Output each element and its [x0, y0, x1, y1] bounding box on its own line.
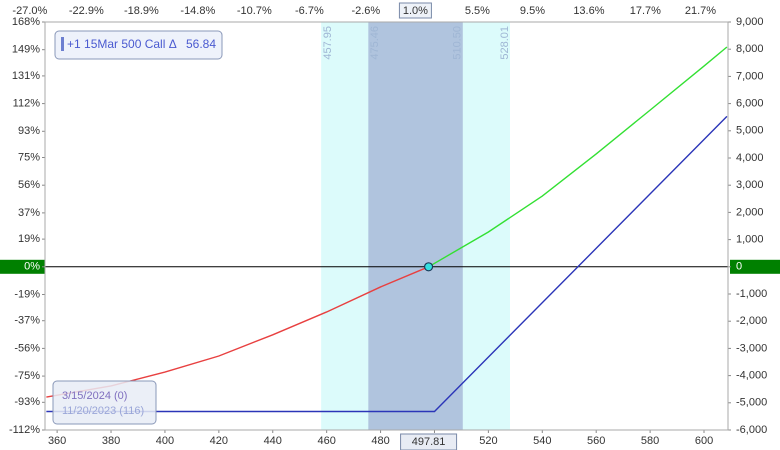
y-tick-label: 75% [18, 151, 40, 163]
price-band [368, 22, 463, 430]
current-pct-label: 1.0% [403, 5, 428, 17]
y-tick-label: 131% [12, 70, 40, 82]
position-box [54, 30, 223, 60]
y2-tick-label: 7,000 [736, 70, 764, 82]
plot-frame [44, 21, 729, 431]
band-label: 457.95 [322, 26, 334, 60]
y-tick-label: -37% [14, 315, 40, 327]
band-label: 510.50 [452, 26, 464, 60]
x2-tick-label: 9.5% [520, 5, 545, 17]
y2-tick-label: -2,000 [736, 315, 767, 327]
x2-tick-label: 17.7% [630, 5, 661, 17]
x2-tick-label: -22.9% [69, 5, 104, 17]
y-tick-label: 93% [18, 125, 40, 137]
y-tick-label: -75% [14, 370, 40, 382]
y2-tick-label: -1,000 [736, 288, 767, 300]
pnl-line [46, 115, 728, 413]
y2-tick-label: 5,000 [736, 125, 764, 137]
y-tick-label: -19% [14, 288, 40, 300]
x2-tick-label: -6.7% [295, 5, 324, 17]
x-tick-label: 600 [695, 435, 713, 447]
y-tick-label: 112% [13, 98, 41, 110]
x-tick-label: 540 [533, 435, 551, 447]
current-pct-box [398, 2, 432, 19]
y-tick-label: 56% [18, 179, 40, 191]
band-label: 528.01 [499, 26, 511, 60]
current-price-box [400, 433, 458, 450]
legend-box [52, 380, 157, 425]
x-tick-label: 400 [156, 435, 174, 447]
x-tick-label: 420 [210, 435, 228, 447]
y2-tick-label: 0 [736, 261, 742, 273]
y-tick-label: 19% [18, 233, 40, 245]
x2-tick-label: -14.8% [180, 5, 215, 17]
y2-tick-label: 3,000 [736, 179, 764, 191]
x-tick-label: 520 [479, 435, 497, 447]
y2-tick-label: 2,000 [736, 206, 764, 218]
y2-tick-label: 4,000 [736, 152, 764, 164]
y2-tick-label: 1,000 [736, 234, 764, 246]
y-tick-label: 149% [12, 44, 40, 56]
y-tick-label: 37% [18, 207, 40, 219]
legend-entry: 3/15/2024 (0) [62, 390, 127, 402]
y-tick-label: 0% [24, 261, 40, 273]
x2-tick-label: 13.6% [573, 5, 604, 17]
position-label: +1 15Mar 500 Call Δ [67, 37, 177, 51]
y2-tick-label: -3,000 [736, 342, 767, 354]
y2-tick-label: 6,000 [736, 98, 764, 110]
x2-tick-label: 21.7% [685, 5, 716, 17]
zero-box [0, 259, 45, 274]
y2-tick-label: -4,000 [736, 370, 767, 382]
x-tick-label: 360 [48, 435, 66, 447]
x-tick-label: 440 [264, 435, 282, 447]
current-marker [423, 262, 434, 272]
position-icon [61, 37, 64, 51]
x2-tick-label: 5.5% [465, 5, 490, 17]
x2-tick-label: -18.9% [124, 5, 159, 17]
y-tick-label: -112% [9, 424, 40, 436]
position-delta: 56.84 [186, 37, 216, 51]
legend-entry: 11/20/2023 (116) [62, 405, 144, 417]
y2-tick-label: 8,000 [736, 43, 764, 55]
band-label: 475.46 [369, 26, 381, 60]
y2-tick-label: -5,000 [736, 397, 767, 409]
y2-tick-label: -6,000 [736, 424, 767, 436]
x-tick-label: 560 [587, 435, 605, 447]
x-tick-label: 460 [317, 435, 335, 447]
current-price-label: 497.81 [412, 436, 446, 448]
x2-tick-label: -10.7% [237, 5, 272, 17]
y-tick-label: 168% [12, 16, 40, 28]
y-tick-label: -56% [14, 342, 40, 354]
x2-tick-label: -27.0% [12, 5, 47, 17]
zero-box [730, 259, 780, 274]
y-tick-label: -93% [14, 396, 40, 408]
x-tick-label: 580 [641, 435, 659, 447]
y2-tick-label: 9,000 [736, 16, 764, 28]
pnl-line-gain [428, 46, 728, 268]
x-tick-label: 380 [102, 435, 120, 447]
x2-tick-label: -2.6% [351, 5, 380, 17]
x-tick-label: 480 [371, 435, 389, 447]
